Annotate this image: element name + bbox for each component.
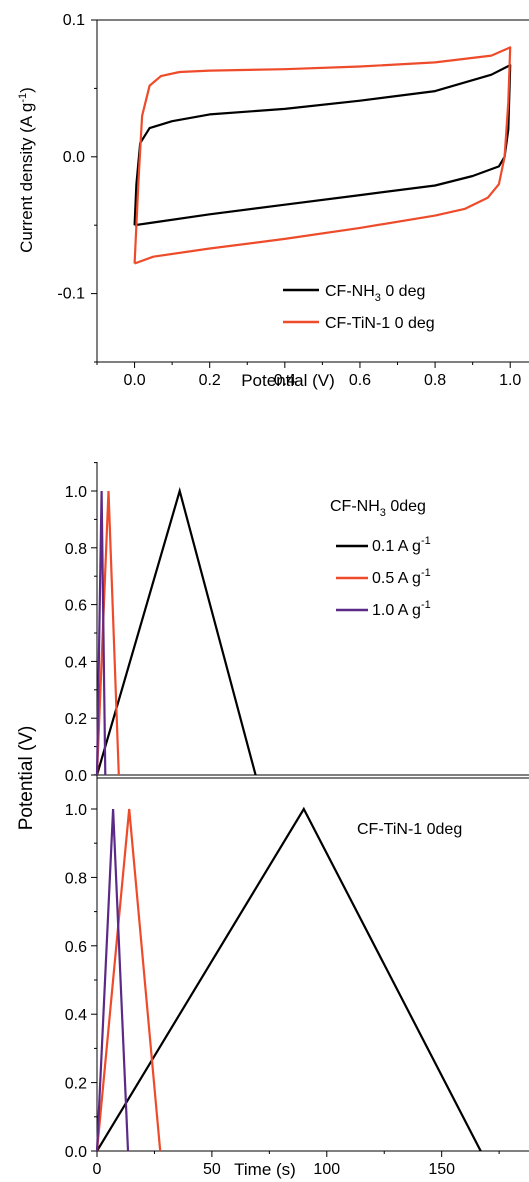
superscript: -1 (421, 599, 431, 611)
gcd-x-tick-label: 150 (428, 1161, 455, 1178)
gcd-y-axis-label: Potential (V) (16, 726, 37, 831)
gcd-bottom-series-line-2 (95, 808, 130, 1152)
text-part: CF-NH (330, 498, 380, 515)
cv-y-axis-label: Current density (A g-1) (17, 87, 36, 253)
gcd-x-tick-label: 50 (203, 1161, 221, 1178)
gcd-bottom-y-tick-label: 0.6 (65, 939, 87, 956)
cv-x-tick-label: 0.2 (199, 372, 221, 389)
text-part: 0.5 A g (372, 570, 421, 587)
cv-y-tick-label: -0.1 (57, 286, 85, 303)
cv-x-tick-label: 0.8 (424, 372, 446, 389)
gcd-x-tick-label: 100 (313, 1161, 340, 1178)
cv-x-tick-label: 0.0 (123, 372, 145, 389)
cv-x-tick-label: 1.0 (499, 372, 521, 389)
gcd-top-series-line-2 (95, 490, 107, 776)
subscript: 3 (375, 292, 381, 304)
gcd-top-y-tick-label: 0.4 (65, 654, 87, 671)
cv-x-tick-label: 0.6 (349, 372, 371, 389)
text-part: CF-NH (325, 283, 375, 300)
text-part: 0 deg (381, 283, 425, 300)
cv-legend-label: CF-TiN-1 0 deg (325, 315, 435, 332)
gcd-legend-label: 0.1 A g-1 (372, 535, 431, 555)
cv-legend-label: CF-NH3 0 deg (325, 283, 425, 304)
gcd-bottom-y-tick-label: 0.2 (65, 1076, 87, 1093)
text-part: Potential (V) (16, 726, 37, 831)
cv-x-axis-label: Potential (V) (241, 371, 335, 390)
gcd-top-annotation: CF-NH3 0deg (330, 498, 426, 519)
gcd-bottom-y-tick-label: 0.8 (65, 870, 87, 887)
text-part: 0.1 A g (372, 538, 421, 555)
gcd-top-y-tick-label: 0.6 (65, 598, 87, 615)
gcd-top-y-tick-label: 1.0 (65, 484, 87, 501)
gcd-top-series-line-1 (95, 490, 120, 776)
text-part: CF-TiN-1 0deg (357, 821, 462, 838)
gcd-x-tick-label: 0 (93, 1161, 102, 1178)
cv-series-line-1 (133, 46, 512, 265)
gcd-top-y-tick-label: 0.8 (65, 541, 87, 558)
gcd-bottom-y-tick-label: 0.0 (65, 1144, 87, 1161)
text-part: 0deg (386, 498, 426, 515)
gcd-top-y-tick-label: 0.2 (65, 711, 87, 728)
gcd-bottom-y-tick-label: 1.0 (65, 802, 87, 819)
gcd-bottom-series-line-1 (95, 808, 162, 1152)
text-part: ) (17, 87, 36, 93)
text-part: Current density (A g (17, 103, 36, 253)
gcd-bottom-series-line-0 (96, 806, 482, 1152)
text-part: 1.0 A g (372, 602, 421, 619)
superscript: -1 (421, 567, 431, 579)
gcd-top-series-line-0 (95, 486, 257, 776)
gcd-x-axis-label: Time (s) (234, 1160, 296, 1179)
cv-y-tick-label: 0.1 (63, 12, 85, 29)
gcd-bottom-y-tick-label: 0.4 (65, 1007, 87, 1024)
cv-x-tick-label: 0.4 (274, 372, 296, 389)
gcd-legend-label: 0.5 A g-1 (372, 567, 431, 587)
superscript: -1 (421, 535, 431, 547)
gcd-top-y-tick-label: 0.0 (65, 768, 87, 785)
superscript: -1 (17, 93, 29, 103)
subscript: 3 (380, 507, 386, 519)
gcd-legend-label: 1.0 A g-1 (372, 599, 431, 619)
cv-y-tick-label: 0.0 (63, 149, 85, 166)
cv-series-line-0 (133, 63, 512, 227)
gcd-bottom-annotation: CF-TiN-1 0deg (357, 821, 462, 838)
